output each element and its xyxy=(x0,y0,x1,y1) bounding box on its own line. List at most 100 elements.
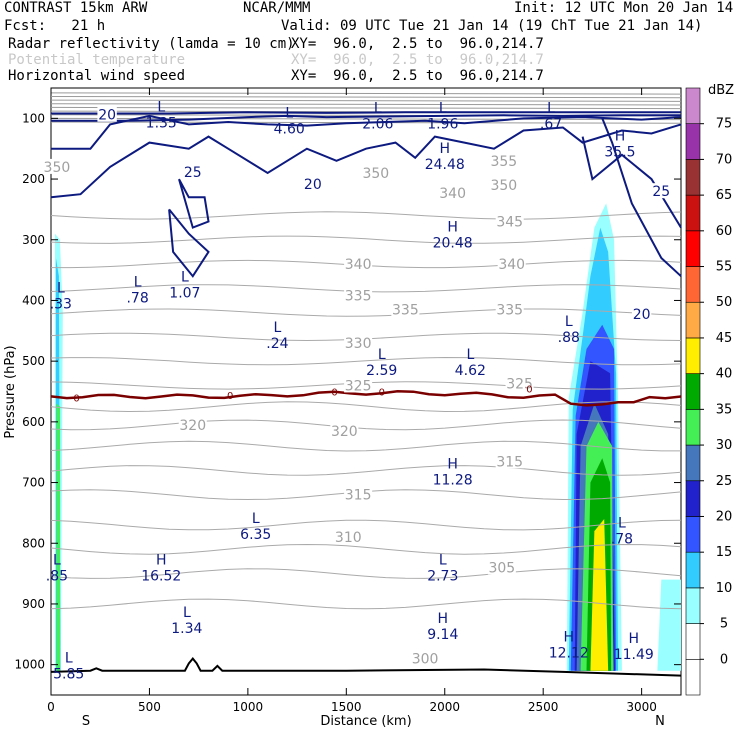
isentrope-label: 335 xyxy=(345,289,372,305)
isentrope-line xyxy=(50,543,682,555)
colorbar-label: 70 xyxy=(716,152,733,167)
isentrope-line xyxy=(50,106,682,110)
colorbar-label: 15 xyxy=(716,545,733,560)
wind-speed-label: 20 xyxy=(304,177,322,193)
model-title: CONTRAST 15km ARW xyxy=(4,0,148,16)
y-tick-label: 600 xyxy=(22,415,45,429)
wind-speed-line xyxy=(168,208,210,278)
isentrope-label-bg xyxy=(495,453,524,469)
wind-speed-line xyxy=(50,123,682,199)
colorbar-swatch xyxy=(685,230,701,267)
x-axis-title: Distance (km) xyxy=(320,714,411,729)
wind-speed-label: 20 xyxy=(98,108,116,124)
extremum-value: 1.07 xyxy=(169,285,200,301)
colorbar-swatch xyxy=(685,159,701,196)
colorbar-label: 30 xyxy=(716,438,733,453)
wind-speed-line xyxy=(178,178,210,229)
extremum-marker: L xyxy=(65,651,73,667)
extremum-marker: L xyxy=(439,101,447,117)
extremum-value: 2.73 xyxy=(427,568,458,584)
valid-time: Valid: 09 UTC Tue 21 Jan 14 (19 ChT Tue … xyxy=(281,18,703,34)
extremum-value: 2.59 xyxy=(366,363,397,379)
colorbar-label: 5 xyxy=(720,617,728,632)
extremum-value: 16.52 xyxy=(141,568,181,584)
isentrope-line xyxy=(50,440,681,452)
zero-contour-label: 0 xyxy=(227,391,233,402)
wind-speed-label: 25 xyxy=(652,184,670,200)
isentrope-label-bg xyxy=(344,256,373,272)
isentrope-label: 315 xyxy=(345,488,372,504)
colorbar-swatch xyxy=(685,480,701,517)
wind-speed-label-bg xyxy=(303,175,323,191)
x-end-label-left: S xyxy=(82,714,90,729)
isentrope-line xyxy=(50,92,682,95)
wind-speed-label: 25 xyxy=(184,165,202,181)
y-tick-label: 400 xyxy=(22,293,45,307)
wind-speed-label-bg xyxy=(631,305,652,321)
colorbar-swatch xyxy=(685,373,701,410)
terrain-line xyxy=(50,657,682,677)
reflectivity-cell xyxy=(56,403,61,671)
colorbar-swatch xyxy=(685,266,701,303)
isentrope-label: 355 xyxy=(490,154,517,170)
isentrope-label-bg xyxy=(344,334,373,350)
extremum-value: 2.06 xyxy=(362,117,393,133)
colorbar-swatch xyxy=(685,658,701,696)
wind-speed-line xyxy=(51,111,681,115)
x-tick-label: 1000 xyxy=(233,700,264,714)
extremum-value: .67 xyxy=(540,117,562,133)
isentrope-label: 320 xyxy=(179,418,206,434)
isentrope-line xyxy=(50,211,682,220)
extremum-marker: H xyxy=(156,552,167,568)
colorbar-swatch xyxy=(685,337,701,374)
field-theta-name: Potential temperature xyxy=(8,52,186,68)
colorbar-swatch xyxy=(685,587,701,624)
y-tick-label: 500 xyxy=(22,354,45,368)
plot-frame xyxy=(50,87,682,696)
isentrope-label-bg xyxy=(489,152,518,168)
extremum-value: 11.28 xyxy=(433,472,473,488)
y-axis-title: Pressure (hPa) xyxy=(3,345,18,438)
isentrope-label: 310 xyxy=(335,530,362,546)
extremum-marker: L xyxy=(378,347,386,363)
isentrope-label: 330 xyxy=(345,336,372,352)
extremum-value: 24.48 xyxy=(425,157,465,173)
isentrope-label-bg xyxy=(487,559,516,575)
isentrope-label-bg xyxy=(495,301,524,317)
center-title: NCAR/MMM xyxy=(243,0,311,16)
zero-contour-label: 0 xyxy=(526,384,532,395)
field-theta-xy: XY= 96.0, 2.5 to 96.0,214.7 xyxy=(291,52,544,68)
isentrope-label: 305 xyxy=(488,561,515,577)
isentrope-label-bg xyxy=(178,416,207,432)
colorbar-swatch xyxy=(685,409,701,446)
y-tick-label: 1000 xyxy=(14,658,45,672)
field-reflectivity-name: Radar reflectivity (lamda = 10 cm) xyxy=(8,36,295,52)
extremum-marker: H xyxy=(439,141,450,157)
isentrope-label-bg xyxy=(495,213,524,229)
extremum-marker: L xyxy=(285,106,293,122)
wind-speed-label: 20 xyxy=(633,307,651,323)
isentrope-label: 300 xyxy=(412,652,439,668)
extremum-value: .33 xyxy=(50,296,72,312)
zero-contour-line xyxy=(50,389,682,407)
extremum-value: 6.35 xyxy=(240,527,271,543)
extremum-value: 1.34 xyxy=(171,621,202,637)
init-time: Init: 12 UTC Mon 20 Jan 14 xyxy=(514,0,734,16)
y-tick-label: 700 xyxy=(22,476,45,490)
field-wind-name: Horizontal wind speed xyxy=(8,68,186,84)
y-tick-label: 100 xyxy=(22,111,45,125)
isentrope-label-bg xyxy=(438,185,467,201)
colorbar-label: 25 xyxy=(716,474,733,489)
isentrope-label-bg xyxy=(497,256,526,272)
isentrope-label-bg xyxy=(330,422,359,438)
extremum-marker: L xyxy=(183,605,191,621)
extremum-value: .88 xyxy=(558,330,580,346)
isentrope-label-bg xyxy=(344,287,373,303)
isentrope-label-bg xyxy=(411,650,440,666)
colorbar-label: 75 xyxy=(716,117,733,132)
extremum-marker: L xyxy=(57,280,65,296)
reflectivity-fill xyxy=(54,203,681,671)
isentrope-label: 315 xyxy=(496,454,523,470)
extremum-marker: H xyxy=(564,629,575,645)
wind-speed-label-bg xyxy=(97,106,117,122)
